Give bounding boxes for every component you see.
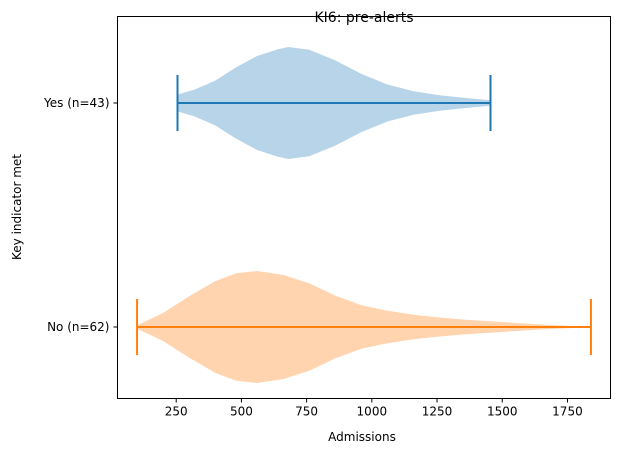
violins-layer [136, 47, 592, 383]
y-axis-label: Key indicator met [10, 154, 24, 260]
y-tick-label: Yes (n=43) [43, 96, 109, 110]
x-tick-label: 1500 [487, 405, 518, 419]
y-axis: No (n=62) Yes (n=43) [43, 96, 118, 334]
y-tick-label: No (n=62) [47, 320, 109, 334]
x-tick-label: 1000 [357, 405, 388, 419]
x-tick-label: 500 [230, 405, 253, 419]
plot-frame [117, 16, 611, 399]
x-axis: 250 500 750 1000 1250 1500 1750 [165, 398, 583, 419]
x-tick-label: 250 [165, 405, 188, 419]
x-tick-label: 1750 [552, 405, 583, 419]
x-tick-label: 750 [295, 405, 318, 419]
x-tick-label: 1250 [422, 405, 453, 419]
chart-title: KI6: pre-alerts [314, 10, 413, 26]
x-axis-label: Admissions [328, 430, 396, 444]
